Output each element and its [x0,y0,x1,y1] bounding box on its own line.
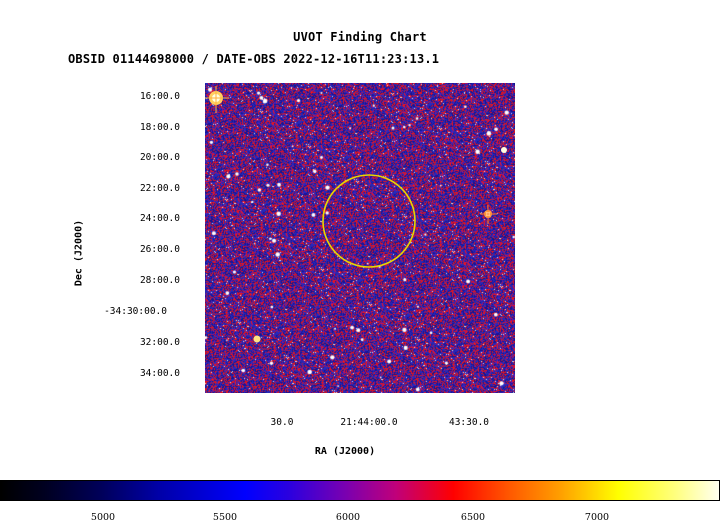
chart-subtitle: OBSID 01144698000 / DATE-OBS 2022-12-16T… [68,52,440,66]
dec-tick: 16:00.0 [139,91,180,102]
sky-overlay [205,86,507,343]
dec-tick: 20:00.0 [139,152,180,163]
colorbar-tick: 6500 [460,512,486,523]
star-right-upper [501,147,507,153]
colorbar-tick: 7000 [584,512,610,523]
dec-tick: 28:00.0 [139,275,180,286]
ra-tick: 21:44:00.0 [340,417,398,428]
dec-tick: 24:00.0 [139,213,180,224]
bright-star-topleft [205,86,229,113]
colorbar-tick: 5500 [212,512,238,523]
dec-tick: 18:00.0 [139,122,180,133]
colorbar-tick: 6000 [335,512,361,523]
ra-tick: 43:30.0 [448,417,490,428]
source-region-circle[interactable] [322,174,416,268]
dec-tick: 32:00.0 [139,337,180,348]
ra-tick: 30.0 [270,417,294,428]
chart-title: UVOT Finding Chart [293,30,427,44]
colorbar [0,480,720,501]
y-axis-label: Dec (J2000) [73,219,85,287]
colorbar-tick: 5000 [90,512,116,523]
dec-tick: -34:30:00.0 [104,306,167,317]
dec-tick: 26:00.0 [139,244,180,255]
sky-image[interactable] [205,83,515,393]
dec-tick: 22:00.0 [139,183,180,194]
x-axis-label: RA (J2000) [314,446,376,457]
dec-tick: 34:00.0 [139,368,180,379]
star-lower-left [253,335,261,343]
bright-star-right [480,205,497,224]
